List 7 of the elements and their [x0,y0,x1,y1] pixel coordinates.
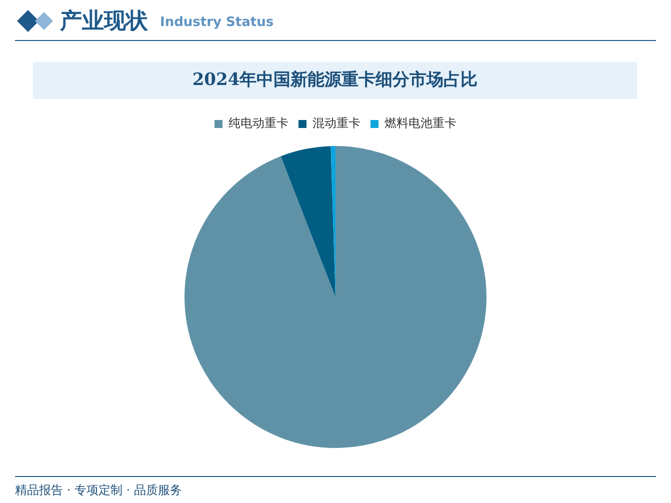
chart-title: 2024年中国新能源重卡细分市场占比 [33,62,637,99]
legend-label: 燃料电池重卡 [384,116,456,130]
text: Industry Status [160,15,274,30]
text: 精品报告 · 专项定制 · 品质服务 [15,482,182,499]
text: 产业现状 [60,7,148,36]
legend-label: 混动重卡 [312,116,360,130]
legend-label: 纯电动重卡 [228,116,288,130]
